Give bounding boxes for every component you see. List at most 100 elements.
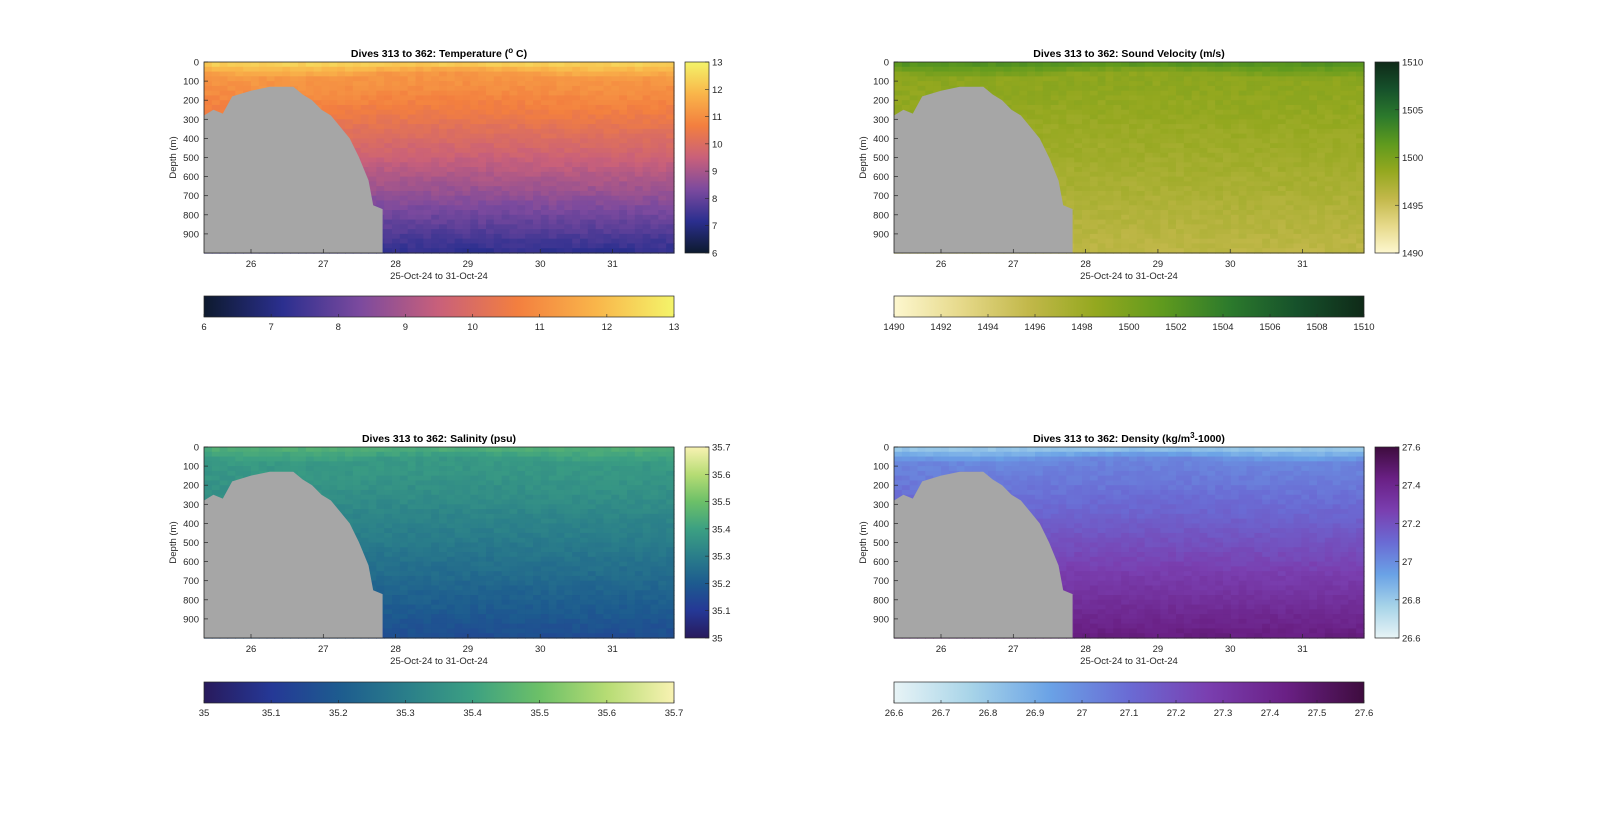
heatmap-cell (493, 152, 503, 159)
heatmap-cell (446, 181, 456, 187)
heatmap-cell (1168, 62, 1177, 68)
heatmap-cell (658, 167, 667, 173)
heatmap-cell (642, 128, 652, 135)
heatmap-cell (1082, 81, 1091, 87)
heatmap-cell (1293, 147, 1302, 154)
heatmap-cell (1348, 66, 1357, 73)
heatmap-cell (580, 90, 589, 97)
heatmap-cell (329, 109, 338, 116)
heatmap-cell (1129, 157, 1138, 163)
heatmap-cell (658, 133, 667, 140)
heatmap-cell (462, 62, 471, 68)
heatmap-cell (439, 95, 448, 101)
heatmap-cell (1332, 66, 1342, 73)
heatmap-cell (470, 243, 479, 249)
heatmap-cell (1285, 104, 1295, 111)
heatmap-cell (384, 85, 393, 92)
heatmap-cell (1050, 119, 1060, 125)
heatmap-cell (666, 205, 675, 211)
heatmap-cell (1348, 219, 1357, 225)
heatmap-cell (1136, 133, 1146, 140)
heatmap-cell (392, 109, 401, 116)
heatmap-cell (642, 95, 652, 101)
heatmap-cell (1207, 229, 1216, 235)
heatmap-cell (352, 104, 362, 111)
heatmap-cell (627, 85, 636, 92)
heatmap-cell (1082, 152, 1091, 159)
horizontal-colorbar-label: 1498 (1071, 322, 1092, 333)
heatmap-cell (345, 119, 354, 125)
chart-title-text: Dives 313 to 362: Temperature ( (351, 48, 509, 60)
heatmap-cell (595, 205, 605, 211)
heatmap-cell (1301, 205, 1310, 211)
heatmap-cell (1270, 229, 1279, 235)
heatmap-cell (431, 114, 440, 120)
heatmap-cell (995, 71, 1005, 77)
heatmap-cell (587, 152, 597, 159)
heatmap-cell (564, 147, 573, 154)
heatmap-cell (399, 114, 409, 120)
heatmap-cell (611, 114, 620, 120)
heatmap-cell (1152, 214, 1161, 221)
heatmap-cell (1113, 210, 1122, 216)
heatmap-cell (1136, 205, 1146, 211)
heatmap-cell (493, 95, 503, 101)
heatmap-cell (1176, 62, 1185, 68)
heatmap-cell (1230, 248, 1240, 254)
heatmap-cell (1089, 176, 1099, 182)
heatmap-cell (1332, 147, 1342, 154)
heatmap-cell (1246, 167, 1255, 173)
heatmap-cell (1270, 205, 1279, 211)
heatmap-cell (1089, 233, 1099, 240)
heatmap-cell (227, 62, 236, 68)
heatmap-cell (1223, 104, 1232, 111)
heatmap-cell (1097, 205, 1107, 211)
heatmap-cell (564, 95, 573, 101)
heatmap-cell (1293, 66, 1302, 73)
heatmap-cell (1238, 104, 1248, 111)
heatmap-cell (1309, 195, 1318, 202)
heatmap-cell (446, 133, 456, 140)
heatmap-cell (658, 81, 667, 87)
heatmap-cell (1082, 138, 1091, 144)
heatmap-cell (1285, 200, 1295, 206)
heatmap-cell (1082, 114, 1091, 120)
heatmap-cell (1340, 128, 1349, 135)
heatmap-cell (619, 243, 628, 249)
heatmap-cell (1160, 162, 1169, 168)
heatmap-cell (587, 238, 597, 245)
horizontal-colorbar-label: 1502 (1165, 322, 1186, 333)
heatmap-cell (219, 104, 229, 111)
heatmap-cell (619, 224, 628, 230)
heatmap-cell (1309, 114, 1318, 120)
heatmap-cell (376, 114, 385, 120)
heatmap-cell (493, 233, 503, 240)
heatmap-cell (533, 229, 542, 235)
heatmap-cell (1019, 62, 1028, 68)
heatmap-cell (1136, 181, 1146, 187)
heatmap-cell (1152, 128, 1161, 135)
heatmap-cell (493, 76, 503, 82)
heatmap-cell (219, 90, 229, 97)
heatmap-cell (1340, 167, 1349, 173)
heatmap-cell (627, 190, 636, 197)
heatmap-cell (634, 104, 644, 111)
heatmap-cell (901, 66, 911, 73)
heatmap-cell (1144, 66, 1154, 73)
heatmap-cell (305, 85, 315, 92)
heatmap-cell (407, 133, 417, 140)
heatmap-cell (1262, 104, 1271, 111)
heatmap-cell (486, 114, 495, 120)
heatmap-cell (650, 176, 659, 182)
heatmap-cell (1144, 71, 1154, 77)
heatmap-cell (446, 100, 456, 106)
heatmap-cell (619, 76, 628, 82)
heatmap-cell (423, 66, 432, 73)
heatmap-cell (556, 195, 565, 202)
heatmap-cell (650, 104, 659, 111)
heatmap-cell (1246, 76, 1255, 82)
heatmap-cell (611, 157, 620, 163)
heatmap-cell (1348, 95, 1357, 101)
heatmap-cell (1097, 81, 1107, 87)
heatmap-cell (1042, 71, 1052, 77)
